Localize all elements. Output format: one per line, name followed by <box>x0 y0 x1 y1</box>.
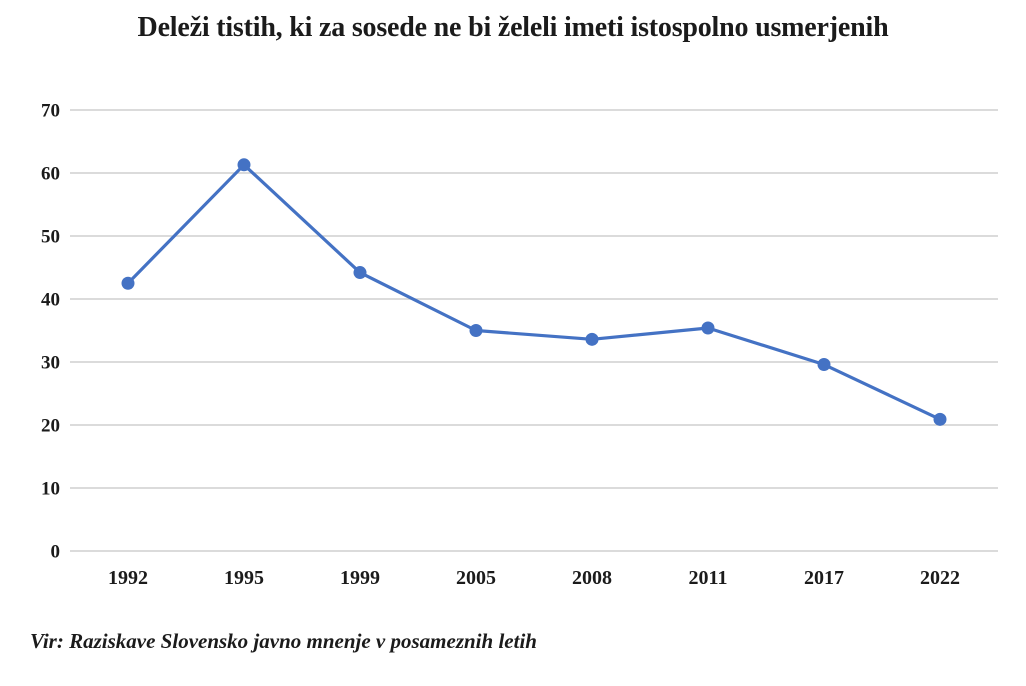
x-axis-tick-label: 2017 <box>804 567 844 589</box>
x-axis-tick-label: 2011 <box>689 567 728 589</box>
data-point <box>469 324 483 337</box>
y-axis-tick-label: 10 <box>41 479 60 500</box>
data-point <box>121 276 135 290</box>
source-note: Vir: Raziskave Slovensko javno mnenje v … <box>30 629 537 653</box>
chart-title: Deleži tistih, ki za sosede ne bi želeli… <box>137 12 889 43</box>
data-point <box>933 412 947 426</box>
data-point <box>353 266 367 280</box>
x-axis-tick-label: 2008 <box>572 567 612 589</box>
data-point <box>237 158 251 172</box>
data-point <box>817 358 831 372</box>
y-axis-tick-label: 50 <box>41 227 60 248</box>
x-axis-tick-label: 2022 <box>920 567 960 589</box>
y-axis-tick-label: 30 <box>41 353 60 374</box>
y-axis-tick-label: 0 <box>51 542 61 563</box>
y-axis-tick-label: 20 <box>41 416 60 437</box>
x-axis-tick-label: 1995 <box>224 567 264 589</box>
x-axis-tick-label: 1999 <box>340 567 380 589</box>
x-axis-tick-label: 2005 <box>456 567 496 589</box>
x-axis-tick-label: 1992 <box>108 567 148 589</box>
y-axis-tick-label: 40 <box>41 290 60 311</box>
data-line <box>126 163 942 421</box>
data-point <box>585 332 599 346</box>
y-axis-tick-label: 70 <box>41 101 60 122</box>
y-axis-tick-label: 60 <box>41 164 60 185</box>
data-point <box>701 321 715 335</box>
